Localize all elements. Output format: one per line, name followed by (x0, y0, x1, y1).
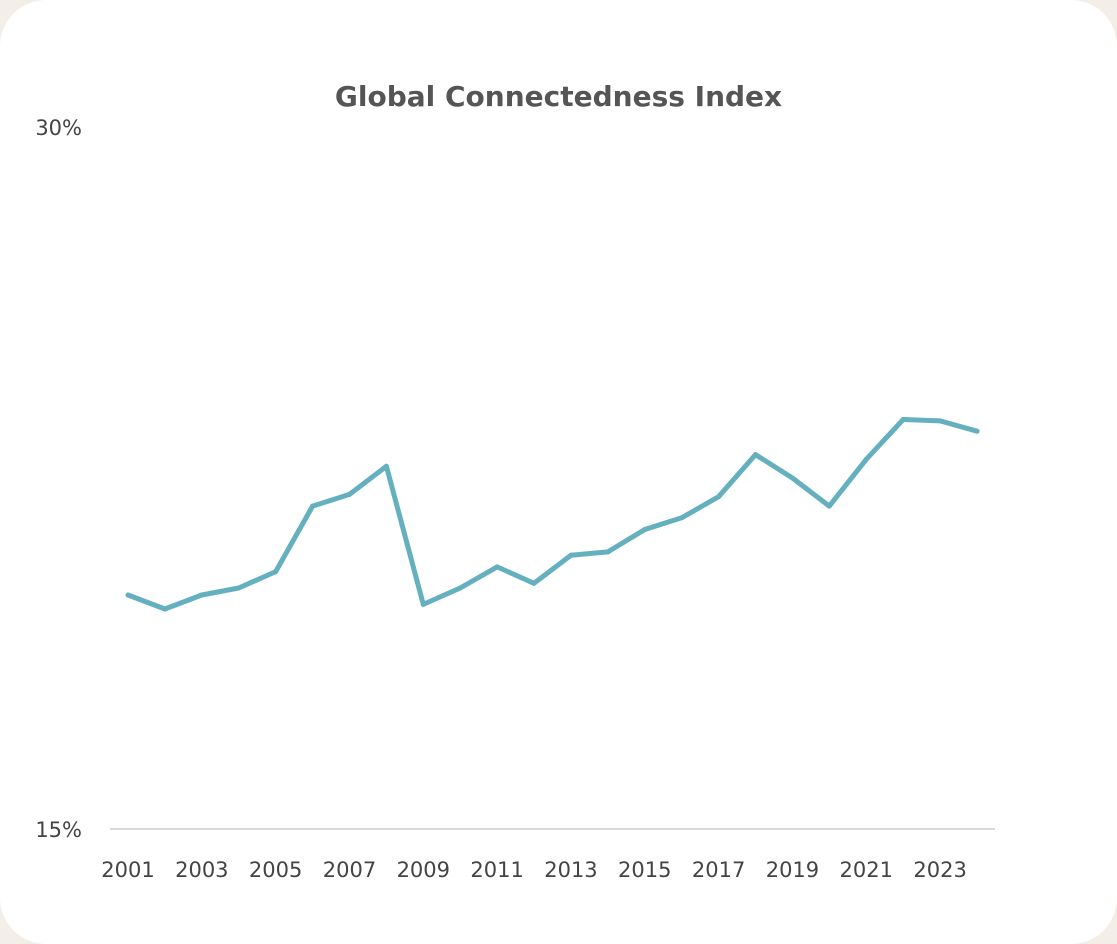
data-point (420, 601, 426, 607)
data-point (162, 606, 168, 612)
x-tick-label: 2009 (397, 858, 450, 882)
x-tick-label: 2003 (175, 858, 228, 882)
x-tick-label: 2013 (544, 858, 597, 882)
y-tick-label: 30% (35, 116, 82, 140)
data-point (753, 452, 759, 458)
data-point (310, 503, 316, 509)
chart-title: Global Connectedness Index (334, 80, 783, 113)
data-point (642, 526, 648, 532)
x-tick-label: 2007 (323, 858, 376, 882)
data-point (125, 592, 131, 598)
data-point (679, 515, 685, 521)
data-point (863, 456, 869, 462)
data-point (937, 418, 943, 424)
data-point (383, 463, 389, 469)
x-tick-label: 2023 (913, 858, 966, 882)
data-point (789, 475, 795, 481)
data-point (605, 549, 611, 555)
x-tick-label: 2017 (692, 858, 745, 882)
data-point (199, 592, 205, 598)
data-point (273, 569, 279, 575)
data-point (826, 503, 832, 509)
data-point (531, 580, 537, 586)
x-tick-label: 2019 (766, 858, 819, 882)
series-line (125, 417, 980, 612)
x-tick-label: 2015 (618, 858, 671, 882)
data-point (236, 585, 242, 591)
data-point (494, 564, 500, 570)
x-tick-label: 2001 (101, 858, 154, 882)
x-tick-label: 2021 (840, 858, 893, 882)
data-point (346, 491, 352, 497)
x-tick-label: 2005 (249, 858, 302, 882)
data-point (900, 417, 906, 422)
x-tick-label: 2011 (470, 858, 523, 882)
y-tick-label: 15% (35, 818, 82, 842)
data-point (457, 585, 463, 591)
data-point (568, 552, 574, 558)
data-point (716, 494, 722, 500)
data-point (974, 428, 980, 434)
